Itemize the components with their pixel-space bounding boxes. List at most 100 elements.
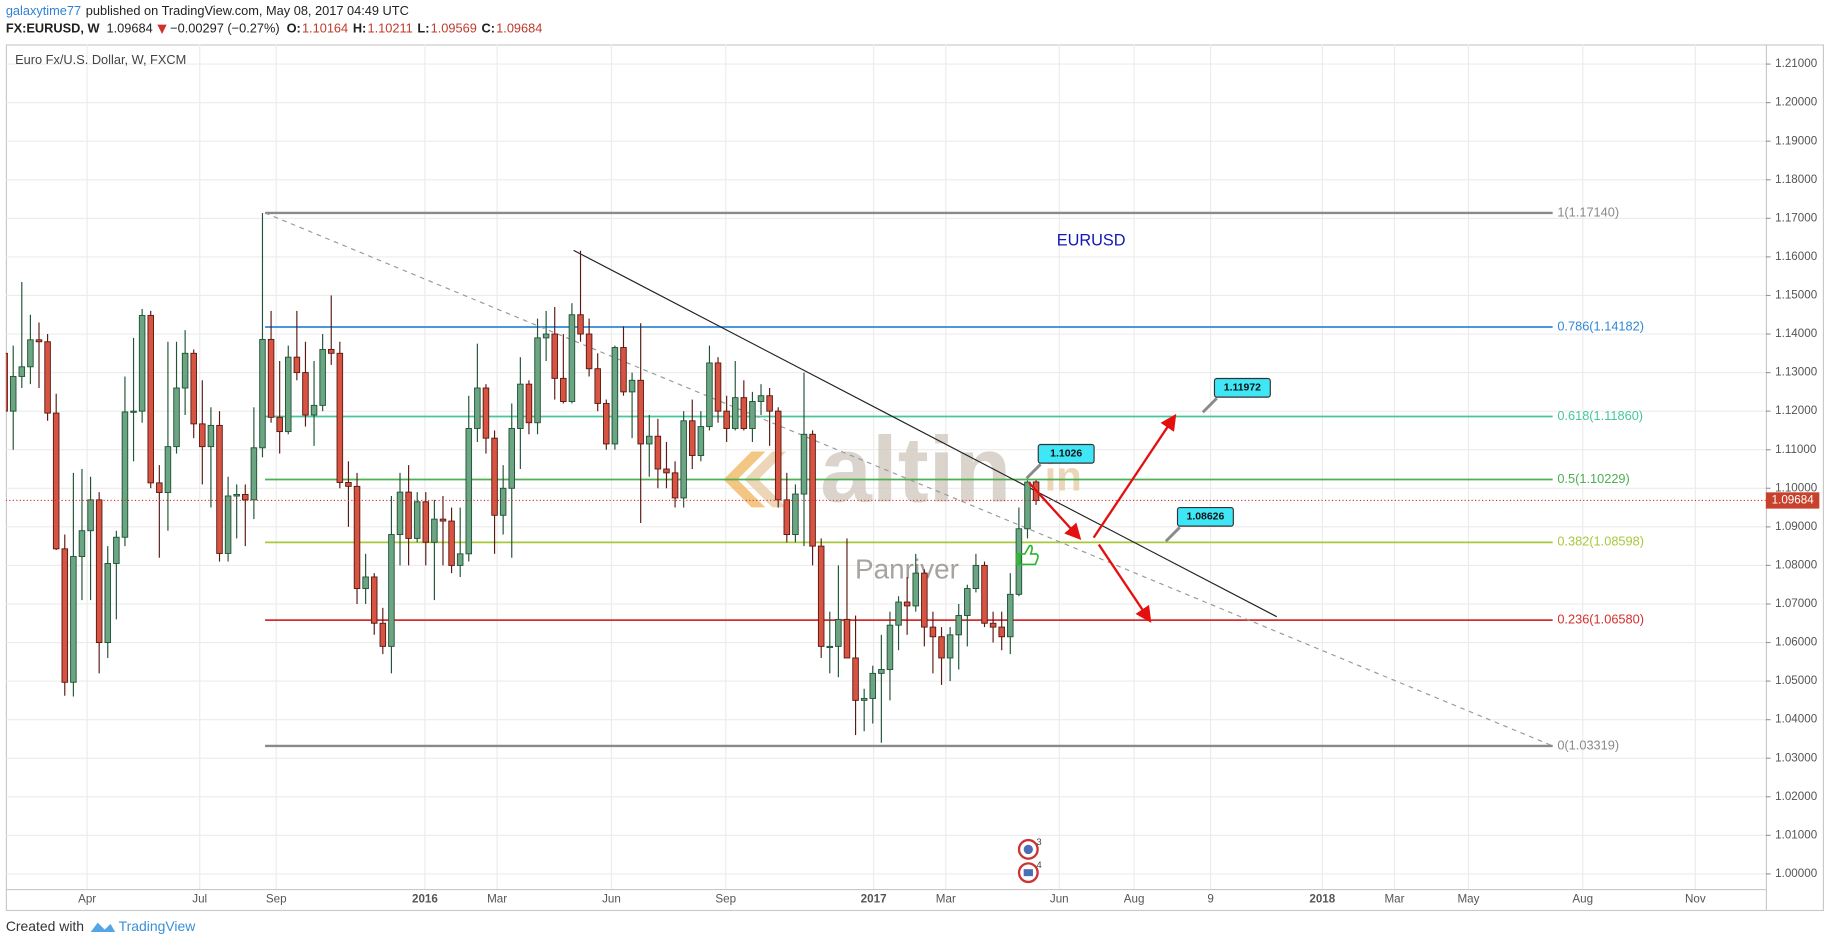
callout-label: 1.08626 [1187,512,1225,523]
candle-body [646,435,653,445]
candle-body [27,339,34,368]
candle-body [903,601,911,607]
candle-body [456,553,464,566]
callout-pointer [1025,463,1042,480]
candle-body [878,669,885,674]
grid [5,44,1766,889]
x-tick-label: Apr [78,892,96,905]
callout-box [1213,377,1271,398]
candle-body [370,576,378,624]
candle-body [585,333,593,370]
last-price: 1.09684 [107,21,153,36]
close-value: 1.09684 [496,21,542,36]
candle-body [731,397,739,429]
candle-body [396,491,404,536]
current-price-label: 1.09684 [1772,494,1815,507]
candle-body [233,493,240,497]
candle-body [113,536,120,564]
y-tick-label: 1.13000 [1775,366,1818,379]
candle-body [998,626,1005,638]
fib-label: 0.786(1.14182) [1557,318,1644,333]
callout-box [1037,443,1095,464]
y-tick-label: 1.11000 [1775,443,1817,456]
candle-body [95,499,103,643]
event-count: 3 [1036,837,1041,847]
candle-body [173,387,180,448]
x-tick-label: Aug [1572,892,1593,905]
y-tick-label: 1.16000 [1775,250,1818,263]
y-tick-label: 1.08000 [1775,558,1818,571]
y-tick-label: 1.12000 [1775,404,1818,417]
y-tick-label: 1.01000 [1775,828,1818,841]
x-tick-label: Jun [602,892,621,905]
author: galaxytime77 [6,3,81,18]
candle-body [87,499,94,532]
candle-body [628,379,636,393]
callout-label: 1.11972 [1224,383,1261,394]
candle-body [809,433,816,547]
footer-created: Created with [6,918,84,934]
candle-body [611,347,619,445]
axes: 1.00000 1.01000 1.02000 1.03000 1.04000 1.050… [78,57,1820,905]
symbol: FX:EURUSD, W [6,21,101,36]
footer: Created with TradingView [6,918,196,934]
callout-label: 1.1026 [1050,449,1082,460]
event-count: 4 [1036,860,1041,870]
candle-body [267,338,275,418]
candle-body [78,530,86,558]
candle-body [766,395,773,412]
candle-body [9,375,17,412]
arrow [1028,482,1082,541]
candle-body [929,626,937,638]
candle-body [843,618,851,659]
candle-body [946,634,954,659]
candle-body [242,493,249,501]
candle-body [35,339,43,343]
y-tick-label: 1.19000 [1775,134,1818,147]
candle-body [800,433,808,495]
candle-body [517,383,524,429]
fib-label: 0.618(1.11860) [1557,408,1643,423]
candle-body [774,410,782,501]
y-tick-label: 1.06000 [1775,636,1818,649]
candle-body [637,379,644,445]
candle-body [534,337,541,424]
candle-body [104,563,112,643]
y-tick-label: 1.07000 [1775,597,1818,610]
candle-body [319,348,326,406]
y-tick-label: 1.09000 [1775,520,1818,533]
candle-body [181,352,189,389]
candle-body [817,545,825,647]
candle-body [972,564,980,590]
candle-body [912,572,919,607]
candle-body [869,672,877,699]
x-tick-label: Aug [1124,892,1145,905]
candle-body [560,377,567,402]
candle-body [310,404,318,416]
candle-body [18,366,26,377]
candle-body [285,356,292,433]
candle-body [852,657,859,701]
candle-body [327,348,335,354]
arrow [1097,543,1152,623]
candle-body [138,315,146,412]
chart-frame [5,44,1824,912]
candle-body [413,501,421,539]
candle-body [431,518,438,543]
x-tick-label: Mar [1384,892,1404,905]
candle-body [276,416,283,433]
low-label: L: [417,21,429,36]
x-tick-label: Mar [487,892,507,905]
candle-body [989,622,997,628]
x-tick-label: Mar [936,892,956,905]
arrow [1092,413,1177,539]
candle-body [964,588,971,617]
candle-body [749,401,756,429]
plot-area [5,211,1766,748]
candle-body [1024,481,1031,530]
y-tick-label: 1.15000 [1775,289,1818,302]
candle-body [1007,593,1014,638]
y-tick-label: 1.18000 [1775,173,1818,186]
candle-body [981,564,988,624]
